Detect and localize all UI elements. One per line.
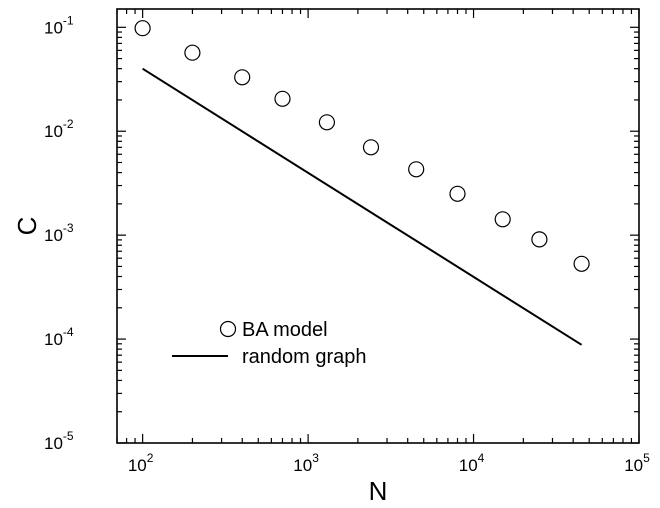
- ba-model-point: [274, 90, 291, 107]
- y-tick-label: 10-3: [44, 221, 74, 245]
- x-tick-labels: 102 103 104 105: [128, 451, 650, 475]
- ba-model-point: [134, 20, 151, 37]
- x-axis-title: N: [369, 476, 388, 506]
- ba-model-series: [134, 20, 590, 272]
- y-tick-label: 10-5: [44, 429, 74, 453]
- x-tick-label: 104: [459, 451, 485, 475]
- ba-model-point: [573, 255, 590, 272]
- ba-model-point: [318, 114, 335, 131]
- ba-model-point: [494, 211, 511, 228]
- plot-frame: [116, 8, 640, 444]
- random-graph-series: [142, 67, 583, 346]
- ba-model-point: [362, 139, 380, 156]
- axis-ticks: [116, 9, 640, 444]
- y-tick-label: 10-1: [44, 13, 74, 37]
- legend-label-random-graph: random graph: [242, 346, 367, 368]
- ba-model-point: [408, 161, 425, 178]
- x-tick-label: 105: [624, 451, 650, 475]
- ba-model-point: [234, 69, 251, 86]
- y-axis-title: C: [12, 217, 42, 236]
- y-tick-labels: 10-5 10-4 10-3 10-2 10-1: [44, 13, 74, 453]
- ba-model-point: [531, 231, 548, 248]
- y-tick-label: 10-4: [44, 325, 74, 349]
- ba-model-point: [184, 44, 201, 61]
- y-tick-label: 10-2: [44, 117, 74, 141]
- x-tick-label: 103: [293, 451, 319, 475]
- legend-circle-marker: [219, 320, 237, 338]
- ba-model-point: [449, 185, 466, 202]
- legend-label-ba-model: BA model: [242, 319, 328, 341]
- x-tick-label: 102: [128, 451, 154, 475]
- legend: BA model random graph: [172, 319, 367, 368]
- random-graph-line: [142, 67, 583, 346]
